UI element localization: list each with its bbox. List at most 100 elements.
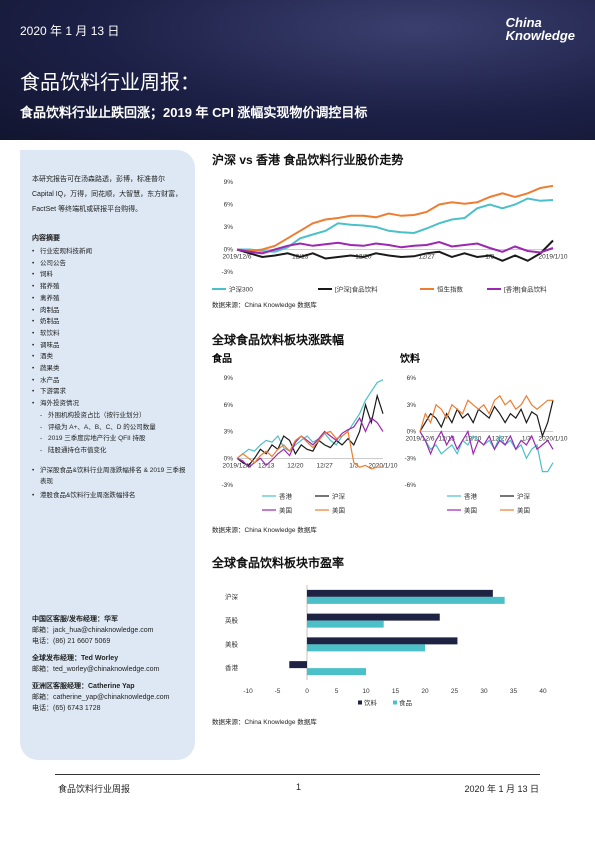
legend-label: 美国: [464, 506, 477, 515]
header: 2020 年 1 月 13 日 China Knowledge 食品饮料行业周报…: [0, 0, 595, 140]
logo: China Knowledge: [506, 16, 575, 42]
contact-line: 电话：(86) 21 6607 5069: [32, 638, 111, 645]
intro: 本研究报告可在汤森路透，彭博，标准普尔 Capital IQ，万得，同花顺，大智…: [32, 176, 183, 213]
legend-label: 美国: [332, 506, 345, 515]
y-tick-label: 6%: [224, 202, 234, 209]
logo-line: China: [505, 15, 542, 30]
x-tick-label: 0: [305, 688, 309, 695]
x-tick-label: 25: [451, 688, 459, 695]
x-tick-label: 40: [539, 688, 547, 695]
footer-date: 2020 年 1 月 13 日: [464, 784, 539, 794]
header-date: 2020 年 1 月 13 日: [20, 24, 120, 38]
line-series: [236, 379, 384, 459]
legend-label: 恒生指数: [437, 285, 464, 294]
contents-item: 行业宏观科技新闻: [32, 246, 192, 258]
contents-item: 饲料: [32, 269, 192, 281]
bar: [307, 668, 366, 676]
y-tick-label: 3%: [224, 224, 234, 231]
x-tick-label: 2020/1/10: [369, 462, 398, 469]
bar: [307, 620, 384, 628]
chart-title: 全球食品饮料板块市盈率: [211, 555, 344, 570]
contacts: 中国区客服/发布经理：华军 邮箱：jack_hua@chinaknowledge.…: [32, 608, 192, 714]
x-tick-label: 1/3: [485, 254, 494, 261]
contents-subitem: 外围机构投资占比（按行业划分）: [32, 410, 192, 422]
y-tick-label: 英股: [225, 616, 239, 625]
contents-item: 酒类: [32, 351, 192, 363]
line-series: [236, 416, 384, 469]
y-tick-label: -6%: [404, 482, 416, 489]
x-tick-label: 10: [362, 688, 370, 695]
y-tick-label: 3%: [407, 402, 417, 409]
source: 数据来源：China Knowledge 数据库: [212, 717, 317, 726]
contents-item: 软饮料: [32, 328, 192, 340]
x-tick-label: 20: [421, 688, 429, 695]
contents-item: 水产品: [32, 375, 192, 387]
y-tick-label: 美股: [225, 639, 239, 648]
x-tick-label: 2019/12/6: [223, 254, 252, 261]
contents-item: 猪养殖: [32, 281, 192, 293]
chart-subtitle: 饮料: [399, 352, 420, 365]
page-number: 1: [296, 782, 302, 792]
line-series: [236, 430, 383, 470]
legend-label: [沪深]食品饮料: [335, 285, 378, 294]
legend-swatch: [393, 700, 397, 705]
contents-subitem: 2019 三季度房地产行业 QFII 持股: [32, 433, 192, 445]
legend-label: 美国: [279, 506, 292, 515]
contents-item: 海外投资情况: [32, 398, 192, 410]
legend-label: 沪深: [332, 492, 346, 501]
contents-subitem: 陆股通持仓市值变化: [32, 445, 192, 457]
y-tick-label: 0%: [407, 429, 417, 436]
legend-label: 饮料: [364, 698, 378, 707]
footer-title: 食品饮料行业周报: [58, 784, 131, 794]
x-tick-label: 35: [510, 688, 518, 695]
x-tick-label: 1/3: [349, 462, 358, 469]
contact-line: 电话：(65) 6743 1728: [32, 705, 101, 712]
legend-label: [香港]食品饮料: [504, 285, 547, 294]
contact-line: 邮箱：ted_worley@chinaknowledge.com: [32, 666, 160, 673]
line-series: [236, 239, 554, 262]
footer-line: [55, 774, 540, 775]
y-tick-label: 6%: [224, 402, 234, 409]
contents-item: 蔬果类: [32, 363, 192, 375]
y-tick-label: 9%: [224, 179, 234, 186]
x-tick-label: 15: [392, 688, 400, 695]
contents-subitem: 评级为 A+、A、B、C、D 的公司数量: [32, 422, 192, 434]
line-series: [419, 400, 554, 438]
x-tick-label: 12/13: [438, 436, 455, 443]
sidebar: 本研究报告可在汤森路透，彭博，标准普尔 Capital IQ，万得，同花顺，大智…: [20, 150, 195, 760]
x-tick-label: -10: [243, 688, 253, 695]
y-tick-label: -3%: [221, 269, 233, 276]
y-tick-label: 6%: [407, 375, 417, 382]
x-tick-label: -5: [275, 688, 281, 695]
y-tick-label: 9%: [224, 375, 234, 382]
y-tick-label: 3%: [224, 429, 234, 436]
bar: [307, 589, 493, 597]
source: 数据来源：China Knowledge 数据库: [212, 300, 317, 309]
contact-role: 亚洲区客服经理：Catherine Yap: [32, 683, 135, 690]
section-title: 全球食品饮料板块涨跌幅: [211, 332, 344, 347]
x-tick-label: 1/3: [522, 436, 531, 443]
contents-item: 肉制品: [32, 305, 192, 317]
chart-title: 沪深 vs 香港 食品饮料行业股价走势: [212, 152, 403, 167]
y-tick-label: -3%: [404, 455, 416, 462]
contents-item: 港股食品&饮料行业周涨跌幅排名: [32, 490, 192, 502]
charts: 沪深 vs 香港 食品饮料行业股价走势 数据来源：China Knowledge…: [211, 152, 568, 726]
x-tick-label: 12/27: [492, 436, 509, 443]
x-tick-label: 5: [335, 688, 339, 695]
contents-item: 沪深股食品&饮料行业周涨跌幅排名 & 2019 三季报表现: [32, 465, 192, 488]
line-series: [237, 197, 554, 253]
legend-swatch: [358, 700, 362, 705]
y-tick-label: -3%: [221, 482, 233, 489]
legend-label: 美国: [517, 506, 530, 515]
line-series: [419, 431, 554, 473]
x-tick-label: 2019/1/10: [539, 254, 568, 261]
logo-line: Knowledge: [505, 28, 575, 43]
y-tick-label: 0%: [224, 455, 234, 462]
source: 数据来源：China Knowledge 数据库: [212, 525, 317, 534]
y-tick-label: 0%: [224, 247, 234, 254]
line-series: [419, 429, 554, 456]
x-tick-label: 12/27: [418, 254, 435, 261]
chart-subtitle: 食品: [211, 352, 232, 365]
legend-label: 香港: [279, 492, 293, 501]
